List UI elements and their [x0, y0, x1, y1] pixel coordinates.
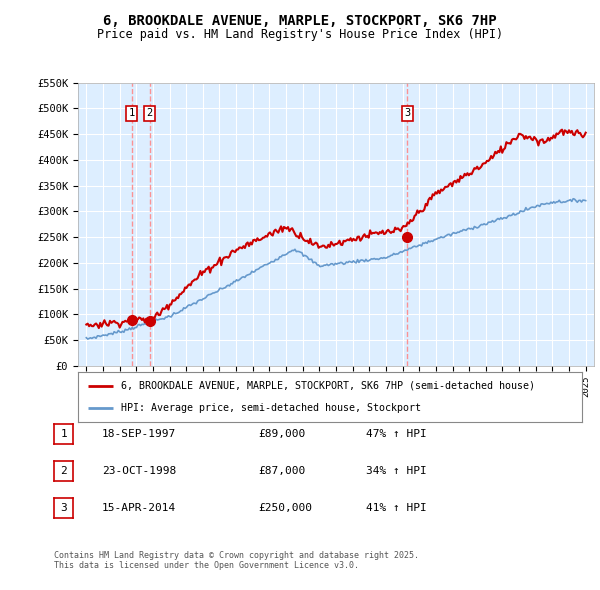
Text: £250,000: £250,000 — [258, 503, 312, 513]
Text: 34% ↑ HPI: 34% ↑ HPI — [366, 466, 427, 476]
Text: 6, BROOKDALE AVENUE, MARPLE, STOCKPORT, SK6 7HP: 6, BROOKDALE AVENUE, MARPLE, STOCKPORT, … — [103, 14, 497, 28]
Text: 1: 1 — [128, 109, 135, 119]
Text: 1: 1 — [60, 429, 67, 438]
Text: Price paid vs. HM Land Registry's House Price Index (HPI): Price paid vs. HM Land Registry's House … — [97, 28, 503, 41]
Text: HPI: Average price, semi-detached house, Stockport: HPI: Average price, semi-detached house,… — [121, 403, 421, 413]
Text: 41% ↑ HPI: 41% ↑ HPI — [366, 503, 427, 513]
Text: £89,000: £89,000 — [258, 429, 305, 438]
Text: Contains HM Land Registry data © Crown copyright and database right 2025.
This d: Contains HM Land Registry data © Crown c… — [54, 551, 419, 571]
Text: 47% ↑ HPI: 47% ↑ HPI — [366, 429, 427, 438]
Text: 3: 3 — [60, 503, 67, 513]
Text: 3: 3 — [404, 109, 410, 119]
Text: 18-SEP-1997: 18-SEP-1997 — [102, 429, 176, 438]
Text: 2: 2 — [60, 466, 67, 476]
Text: 23-OCT-1998: 23-OCT-1998 — [102, 466, 176, 476]
Text: £87,000: £87,000 — [258, 466, 305, 476]
Text: 2: 2 — [146, 109, 153, 119]
Text: 15-APR-2014: 15-APR-2014 — [102, 503, 176, 513]
Text: 6, BROOKDALE AVENUE, MARPLE, STOCKPORT, SK6 7HP (semi-detached house): 6, BROOKDALE AVENUE, MARPLE, STOCKPORT, … — [121, 381, 535, 391]
